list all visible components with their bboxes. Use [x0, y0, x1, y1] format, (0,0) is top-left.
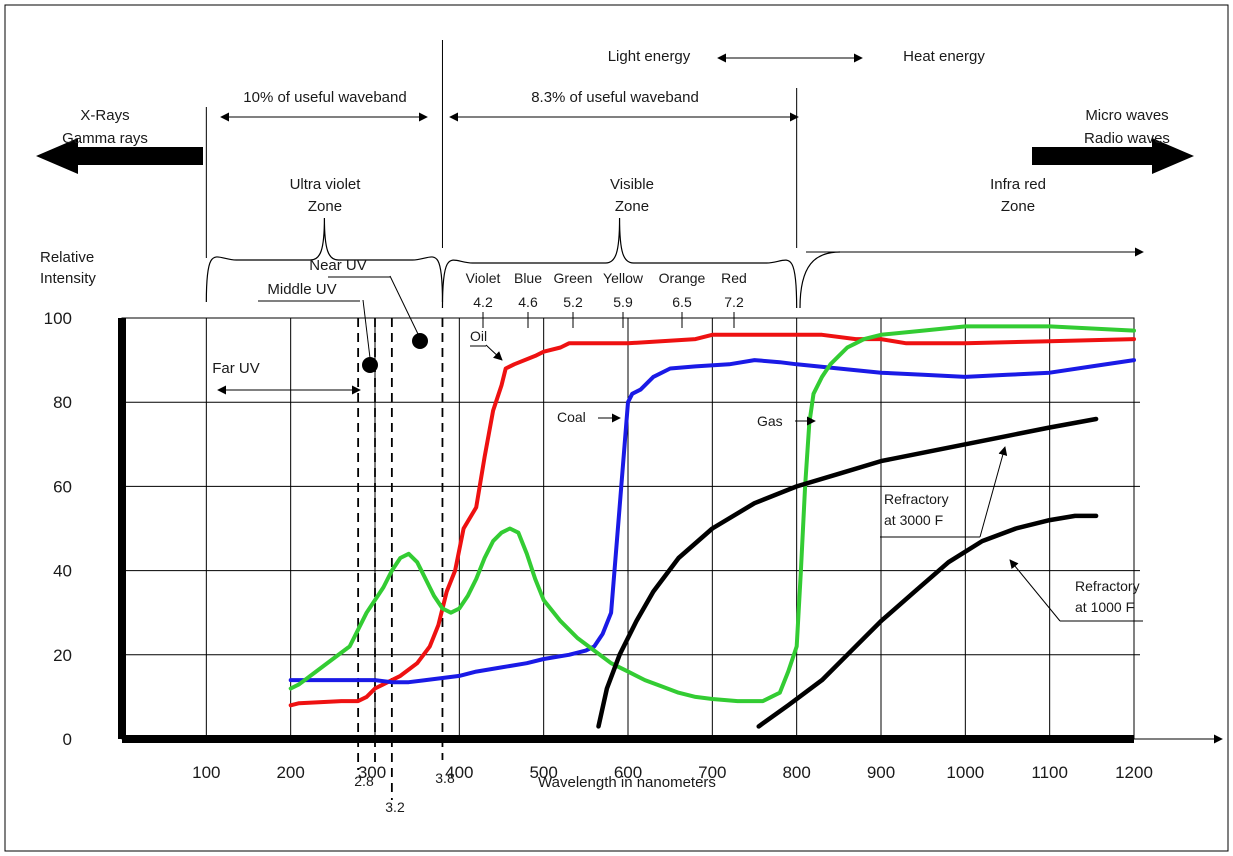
oil-pointer-arrow	[485, 344, 503, 361]
light-energy-label: Light energy	[608, 48, 691, 65]
ir-zone-brace	[799, 251, 841, 309]
x-tick-label-800: 800	[782, 763, 810, 782]
axes: 100 200 300 400 500 600 700 800 900 1000 1100 12001…	[44, 309, 1223, 782]
mark-3-8: 3.8	[435, 770, 455, 786]
visible-zone-label: Visible	[610, 176, 654, 193]
uv-zone-label-2: Zone	[308, 198, 342, 215]
color-label-orange: Orange	[659, 270, 706, 286]
figure-border	[4, 4, 1229, 852]
color-label-green: Green	[554, 270, 593, 286]
radio-arrow	[1032, 138, 1194, 174]
refractory-3000-label: Refractory	[884, 491, 949, 507]
color-label-violet: Violet	[466, 270, 501, 286]
heat-energy-label: Heat energy	[903, 48, 985, 65]
x-tick-label-600: 600	[614, 763, 642, 782]
y-tick-label-60: 60	[53, 477, 72, 496]
oil-label: Oil	[470, 328, 487, 344]
y-tick-label-100: 100	[44, 309, 72, 328]
y-tick-label-0: 0	[63, 730, 72, 749]
x-tick-label-500: 500	[529, 763, 557, 782]
x-tick-label-700: 700	[698, 763, 726, 782]
x-axis-title: Wavelength in nanometers	[538, 774, 716, 791]
middle-uv-leader	[362, 299, 371, 359]
x-tick-label-1100: 1100	[1031, 763, 1068, 782]
ir-zone-label: Infra red	[990, 176, 1046, 193]
y-tick-label-40: 40	[53, 562, 72, 581]
x-tick-label-200: 200	[276, 763, 304, 782]
micro-waves-label: Micro waves	[1085, 107, 1168, 124]
coal-label: Coal	[557, 409, 586, 425]
series-lines	[288, 324, 1136, 729]
visible-zone-label-2: Zone	[615, 198, 649, 215]
near-uv-leader	[389, 275, 419, 335]
color-value-yellow: 5.9	[613, 294, 633, 310]
x-tick-label-300: 300	[358, 763, 386, 782]
refractory-3000-label-2: at 3000 F	[884, 512, 943, 528]
color-value-violet: 4.2	[473, 294, 493, 310]
refractory-1000-pointer	[1009, 559, 1061, 622]
xray-arrow	[36, 138, 203, 174]
radio-waves-label: Radio waves	[1084, 130, 1170, 147]
uv-zone-brace	[205, 217, 444, 303]
x-tick-label-400: 400	[445, 763, 473, 782]
refractory-3000-pointer	[979, 446, 1008, 538]
series-line-coal	[288, 358, 1136, 685]
x-tick-label-100: 100	[192, 763, 220, 782]
uv-band-label: 10% of useful waveband	[243, 89, 406, 106]
mark-3-2: 3.2	[385, 799, 405, 815]
color-label-blue: Blue	[514, 270, 542, 286]
visible-zone-brace	[441, 217, 798, 309]
series-line-refractory-at-1000-f	[756, 513, 1099, 729]
color-band-labels: Violet Blue Green Yellow Orange Red 4.2 …	[466, 270, 747, 310]
series-line-gas	[288, 324, 1136, 704]
gamma-label: Gamma rays	[62, 130, 148, 147]
x-tick-label-1000: 1000	[946, 763, 984, 782]
zone-markers	[36, 40, 1194, 800]
middle-uv-dot	[362, 357, 378, 373]
color-value-red: 7.2	[724, 294, 744, 310]
color-value-orange: 6.5	[672, 294, 692, 310]
grid	[121, 317, 1140, 740]
far-uv-label: Far UV	[212, 360, 260, 377]
y-tick-label-80: 80	[53, 393, 72, 412]
ir-zone-label-2: Zone	[1001, 198, 1035, 215]
x-tick-label-1200: 1200	[1115, 763, 1153, 782]
y-tick-label-20: 20	[53, 646, 72, 665]
mark-2-8: 2.8	[354, 773, 374, 789]
near-uv-label: Near UV	[309, 257, 367, 274]
color-label-red: Red	[721, 270, 747, 286]
color-value-green: 5.2	[563, 294, 583, 310]
color-value-blue: 4.6	[518, 294, 538, 310]
x-tick-label-900: 900	[867, 763, 895, 782]
uv-zone-label: Ultra violet	[290, 176, 362, 193]
xray-label: X-Rays	[80, 107, 129, 124]
refractory-1000-label: Refractory	[1075, 578, 1140, 594]
near-uv-dot	[412, 333, 428, 349]
visible-band-label: 8.3% of useful waveband	[531, 89, 699, 106]
series-line-refractory-at-3000-f	[596, 416, 1099, 729]
y-axis-title-line1: Relative	[40, 249, 94, 266]
refractory-1000-label-2: at 1000 F	[1075, 599, 1134, 615]
gas-label: Gas	[757, 413, 783, 429]
color-label-yellow: Yellow	[603, 270, 644, 286]
middle-uv-label: Middle UV	[267, 281, 336, 298]
y-axis-title-line2: Intensity	[40, 270, 96, 287]
